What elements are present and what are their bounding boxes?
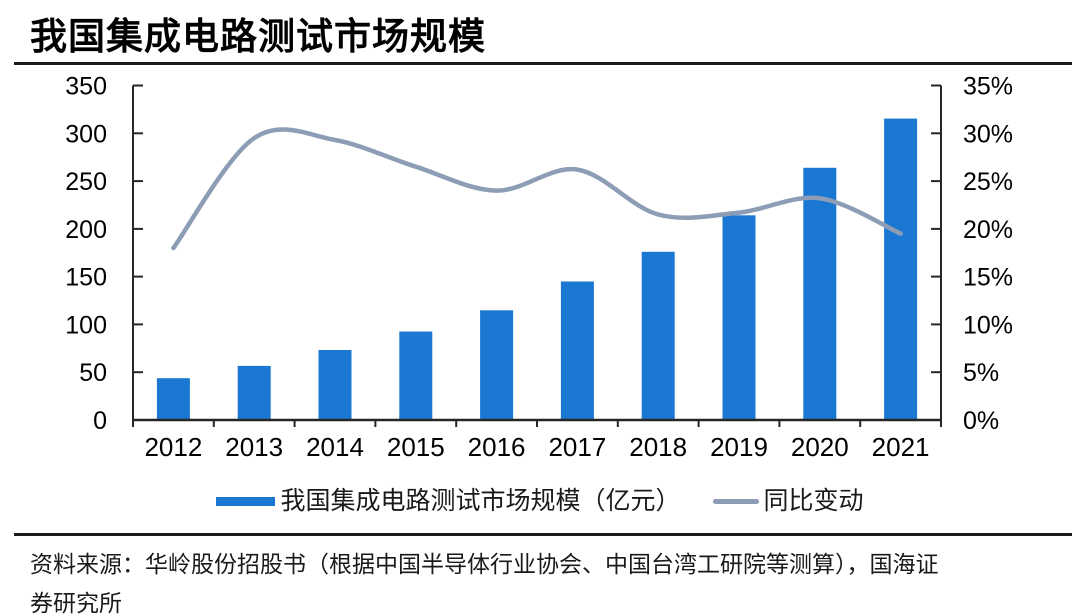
svg-text:35%: 35% bbox=[963, 73, 1013, 101]
left-axis-labels: 0 50 100 150 200 250 300 350 bbox=[65, 73, 107, 436]
svg-text:20%: 20% bbox=[963, 216, 1013, 244]
svg-text:5%: 5% bbox=[963, 359, 999, 387]
svg-text:2020: 2020 bbox=[791, 432, 849, 462]
svg-text:2017: 2017 bbox=[548, 432, 606, 462]
svg-text:200: 200 bbox=[65, 216, 107, 244]
yoy-line bbox=[171, 127, 903, 251]
svg-text:2018: 2018 bbox=[629, 432, 687, 462]
svg-text:10%: 10% bbox=[963, 311, 1013, 339]
title-divider bbox=[14, 62, 1072, 65]
legend-item-line-series: 同比变动 bbox=[712, 487, 864, 515]
svg-text:25%: 25% bbox=[963, 168, 1013, 196]
line-series-swatch bbox=[712, 498, 759, 504]
svg-text:250: 250 bbox=[65, 168, 107, 196]
svg-text:50: 50 bbox=[79, 359, 107, 387]
svg-text:2012: 2012 bbox=[144, 432, 202, 462]
source-note-line1: 资料来源：华岭股份招股书（根据中国半导体行业协会、中国台湾工研院等测算），国海证 bbox=[30, 552, 939, 577]
svg-text:150: 150 bbox=[65, 264, 107, 292]
source-note: 资料来源：华岭股份招股书（根据中国半导体行业协会、中国台湾工研院等测算），国海证… bbox=[30, 545, 1074, 616]
combo-chart: 0 50 100 150 200 250 300 350 0% 5% 10% 15% 20% 25% 30%… bbox=[65, 73, 1013, 463]
svg-text:350: 350 bbox=[65, 73, 107, 101]
svg-text:300: 300 bbox=[65, 120, 107, 148]
x-axis-labels: 2012 2013 2014 2015 2016 2017 2018 2019 2020 2021 bbox=[144, 432, 929, 462]
page-title: 我国集成电路测试市场规模 bbox=[30, 16, 486, 57]
chart-legend: 我国集成电路测试市场规模（亿元） 同比变动 bbox=[0, 484, 1080, 518]
line-series-label: 同比变动 bbox=[763, 487, 864, 515]
source-note-line2: 券研究所 bbox=[30, 591, 122, 616]
bar-series-label: 我国集成电路测试市场规模（亿元） bbox=[280, 487, 681, 515]
svg-text:0%: 0% bbox=[963, 407, 999, 435]
bars-group bbox=[156, 118, 918, 420]
svg-text:0: 0 bbox=[93, 407, 107, 435]
svg-text:2015: 2015 bbox=[387, 432, 445, 462]
bar-series-swatch bbox=[216, 496, 276, 506]
footer-divider bbox=[14, 533, 1072, 536]
svg-text:15%: 15% bbox=[963, 264, 1013, 292]
svg-text:2013: 2013 bbox=[225, 432, 283, 462]
chart-area: 0 50 100 150 200 250 300 350 0% 5% 10% 15% 20% 25% 30%… bbox=[65, 73, 1013, 463]
svg-text:2016: 2016 bbox=[468, 432, 526, 462]
svg-text:30%: 30% bbox=[963, 120, 1013, 148]
svg-text:100: 100 bbox=[65, 311, 107, 339]
legend-item-bar-series: 我国集成电路测试市场规模（亿元） bbox=[216, 487, 681, 515]
svg-text:2019: 2019 bbox=[710, 432, 768, 462]
axes-group bbox=[132, 84, 942, 427]
right-axis-labels: 0% 5% 10% 15% 20% 25% 30% 35% bbox=[963, 73, 1013, 436]
svg-text:2014: 2014 bbox=[306, 432, 364, 462]
svg-text:2021: 2021 bbox=[872, 432, 930, 462]
